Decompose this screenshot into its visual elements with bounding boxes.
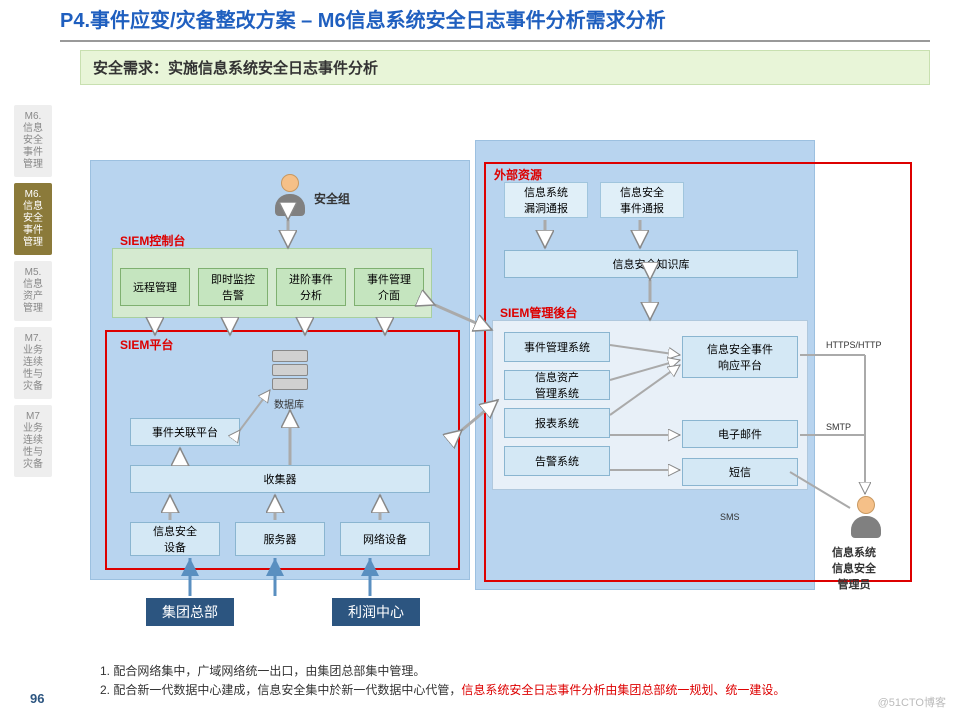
hq-box: 集团总部	[146, 598, 234, 626]
sidebar-item-2[interactable]: M5. 信息 资产 管理	[14, 261, 52, 321]
sidebar-item-1[interactable]: M6. 信息 安全 事件 管理	[14, 183, 52, 255]
console-box-1: 即时监控 告警	[198, 268, 268, 306]
note-2: 配合新一代数据中心建成，信息安全集中於新一代数据中心代管，信息系统安全日志事件分…	[100, 681, 900, 698]
https-label: HTTPS/HTTP	[826, 340, 882, 350]
sidebar-item-0[interactable]: M6. 信息 安全 事件 管理	[14, 105, 52, 177]
footer-notes: 配合网络集中，广域网络统一出口，由集团总部集中管理。 配合新一代数据中心建成，信…	[100, 662, 900, 700]
backend-left-1: 信息资产 管理系统	[504, 370, 610, 400]
profit-box: 利润中心	[332, 598, 420, 626]
sidebar-nav: M6. 信息 安全 事件 管理 M6. 信息 安全 事件 管理 M5. 信息 资产 …	[14, 105, 52, 483]
collector-box: 收集器	[130, 465, 430, 493]
smtp-label: SMTP	[826, 422, 851, 432]
sidebar-item-3[interactable]: M7. 业务 连续 性与 灾备	[14, 327, 52, 399]
sms-label: SMS	[720, 512, 740, 522]
backend-right-2: 短信	[682, 458, 798, 486]
console-box-3: 事件管理 介面	[354, 268, 424, 306]
siem-platform-label: SIEM平台	[120, 336, 173, 353]
sidebar-item-4[interactable]: M7 业务 连续 性与 灾备	[14, 405, 52, 477]
database-icon	[272, 350, 312, 400]
title-divider	[60, 40, 930, 42]
device-box-0: 信息安全 设备	[130, 522, 220, 556]
page-title: P4.事件应变/灾备整改方案 – M6信息系统安全日志事件分析需求分析	[0, 0, 960, 38]
note-1: 配合网络集中，广域网络统一出口，由集团总部集中管理。	[100, 662, 900, 679]
security-group-label: 安全组	[314, 190, 350, 207]
database-label: 数据库	[274, 396, 304, 411]
backend-right-0: 信息安全事件 响应平台	[682, 336, 798, 378]
backend-left-2: 报表系统	[504, 408, 610, 438]
device-box-1: 服务器	[235, 522, 325, 556]
backend-right-1: 电子邮件	[682, 420, 798, 448]
backend-label: SIEM管理後台	[500, 304, 577, 321]
admin-icon	[848, 496, 884, 540]
watermark: @51CTO博客	[878, 694, 946, 710]
ext-box-1: 信息安全 事件通报	[600, 182, 684, 218]
device-box-2: 网络设备	[340, 522, 430, 556]
knowledge-box: 信息安全知识库	[504, 250, 798, 278]
backend-left-3: 告警系统	[504, 446, 610, 476]
external-label: 外部资源	[494, 166, 542, 183]
ext-box-0: 信息系统 漏洞通报	[504, 182, 588, 218]
console-box-0: 远程管理	[120, 268, 190, 306]
page-number: 96	[30, 691, 44, 706]
diagram-canvas: SIEM控制台 远程管理即时监控 告警进阶事件 分析事件管理 介面 安全组 SI…	[80, 140, 940, 630]
requirement-banner: 安全需求：实施信息系统安全日志事件分析	[80, 50, 930, 85]
admin-label: 信息系统 信息安全 管理员	[832, 544, 876, 592]
correlation-box: 事件关联平台	[130, 418, 240, 446]
siem-console-label: SIEM控制台	[120, 232, 185, 249]
console-box-2: 进阶事件 分析	[276, 268, 346, 306]
person-icon	[272, 174, 308, 218]
backend-left-0: 事件管理系统	[504, 332, 610, 362]
